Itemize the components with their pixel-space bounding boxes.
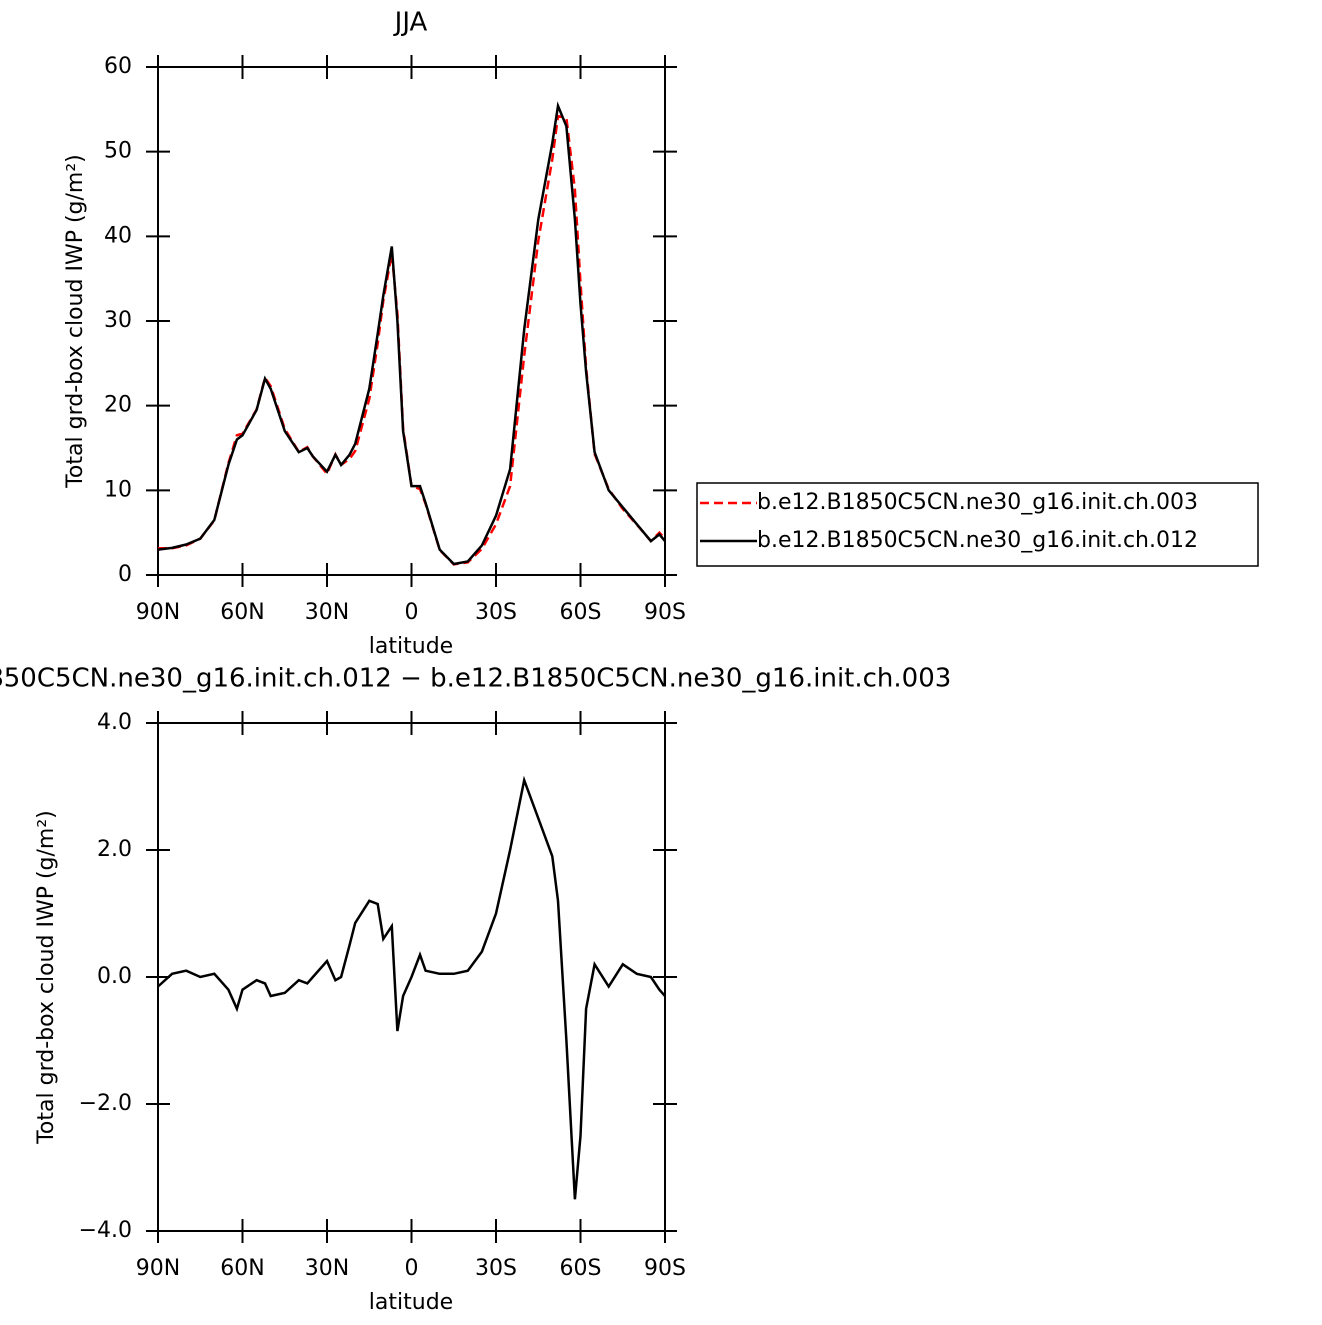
x-tick-label: 90S <box>644 1256 686 1281</box>
y-tick-label: 10 <box>104 477 132 502</box>
y-tick-label: 4.0 <box>97 710 132 735</box>
series-line <box>158 101 665 566</box>
y-tick-label: 50 <box>104 139 132 164</box>
y-tick-label: 30 <box>104 308 132 333</box>
y-axis-label: Total grd-box cloud IWP (g/m²) <box>63 154 88 489</box>
x-tick-label: 30N <box>305 1256 349 1281</box>
y-tick-label: −4.0 <box>79 1218 132 1243</box>
x-tick-label: 0 <box>405 1256 419 1281</box>
y-tick-label: 20 <box>104 393 132 418</box>
x-tick-label: 90N <box>136 600 180 625</box>
x-tick-label: 60S <box>560 1256 602 1281</box>
x-tick-label: 60N <box>220 600 264 625</box>
series-line <box>158 114 665 566</box>
chart-title: b.e12.B1850C5CN.ne30_g16.init.ch.012 − b… <box>0 664 951 694</box>
y-tick-label: 0.0 <box>97 964 132 989</box>
x-tick-label: 30N <box>305 600 349 625</box>
y-tick-label: −2.0 <box>79 1091 132 1116</box>
x-tick-label: 30S <box>475 600 517 625</box>
x-tick-label: 90N <box>136 1256 180 1281</box>
x-axis-label: latitude <box>369 1290 453 1315</box>
x-axis-label: latitude <box>369 634 453 659</box>
x-tick-label: 0 <box>405 600 419 625</box>
y-axis-label: Total grd-box cloud IWP (g/m²) <box>34 810 59 1145</box>
legend-label: b.e12.B1850C5CN.ne30_g16.init.ch.012 <box>757 528 1198 553</box>
x-tick-label: 60N <box>220 1256 264 1281</box>
x-tick-label: 90S <box>644 600 686 625</box>
plot-frame <box>157 66 666 576</box>
x-tick-label: 60S <box>560 600 602 625</box>
y-tick-label: 2.0 <box>97 837 132 862</box>
y-tick-label: 60 <box>104 54 132 79</box>
legend-label: b.e12.B1850C5CN.ne30_g16.init.ch.003 <box>757 490 1198 515</box>
legend-box <box>696 482 1259 567</box>
series-line <box>158 775 665 1200</box>
x-tick-label: 30S <box>475 1256 517 1281</box>
y-tick-label: 40 <box>104 223 132 248</box>
y-tick-label: 0 <box>118 562 132 587</box>
chart-title: JJA <box>393 8 428 38</box>
